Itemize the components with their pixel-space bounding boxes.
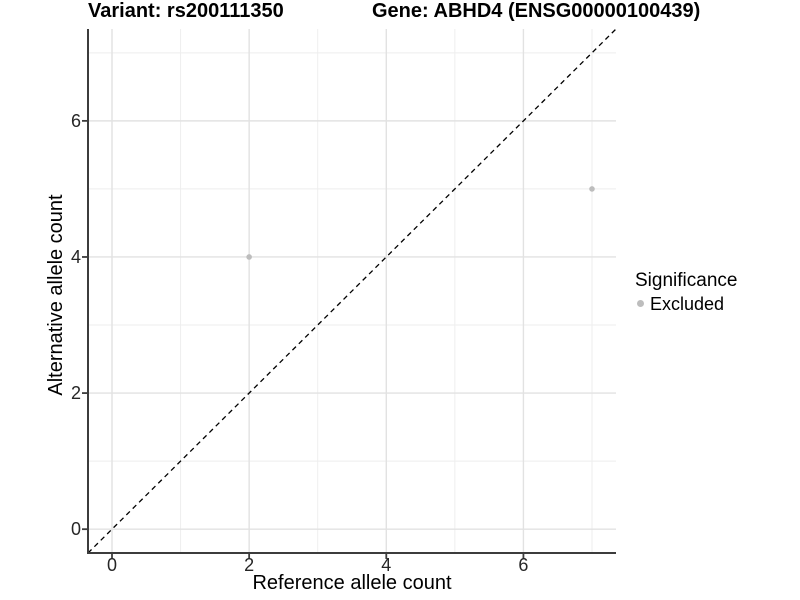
y-tick-label: 2 bbox=[70, 383, 81, 404]
legend: Significance Excluded bbox=[635, 269, 737, 314]
legend-point-icon bbox=[637, 300, 644, 307]
legend-item-label: Excluded bbox=[650, 293, 725, 314]
data-point bbox=[246, 254, 252, 260]
y-axis-label: Alternative allele count bbox=[45, 194, 67, 396]
x-axis-label: Reference allele count bbox=[252, 572, 452, 594]
x-tick-label: 2 bbox=[244, 555, 255, 575]
y-tick-label: 6 bbox=[70, 110, 81, 131]
plot-title-gene: Gene: ABHD4 (ENSG00000100439) bbox=[372, 0, 701, 22]
x-tick-label: 4 bbox=[381, 555, 392, 575]
plot-title-variant: Variant: rs200111350 bbox=[88, 0, 284, 22]
data-point bbox=[589, 186, 595, 192]
legend-item-excluded: Excluded bbox=[635, 293, 737, 314]
y-tick-label: 0 bbox=[70, 519, 81, 540]
x-tick-label: 6 bbox=[518, 555, 529, 575]
y-tick-label: 4 bbox=[70, 246, 81, 267]
legend-title: Significance bbox=[635, 270, 738, 291]
diagonal-reference-line bbox=[87, 28, 617, 554]
x-tick-label: 0 bbox=[106, 555, 118, 575]
